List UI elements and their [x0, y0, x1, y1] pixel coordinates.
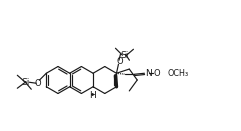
Text: OCH₃: OCH₃ — [167, 69, 188, 78]
Text: Si: Si — [120, 51, 129, 60]
Text: O: O — [153, 69, 160, 78]
Text: O: O — [116, 57, 123, 66]
Text: Si: Si — [21, 78, 29, 87]
Text: O: O — [35, 79, 42, 88]
Text: N: N — [145, 69, 152, 78]
Text: H: H — [89, 91, 96, 100]
